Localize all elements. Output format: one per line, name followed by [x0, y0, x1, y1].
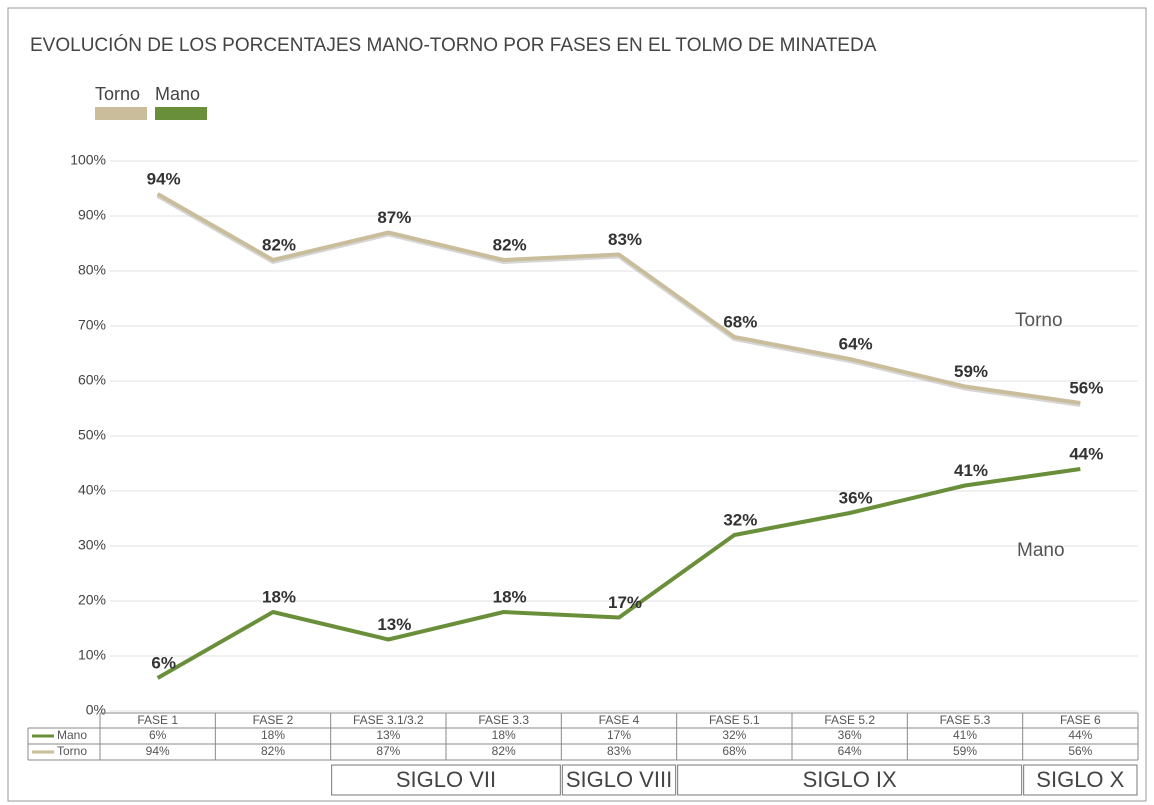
y-tick-label: 70% [78, 317, 106, 333]
x-tick-label: FASE 3.1/3.2 [353, 713, 424, 727]
data-label: 17% [608, 593, 642, 612]
frame [7, 7, 1147, 802]
y-tick-label: 30% [78, 537, 106, 553]
table-cell: 59% [953, 744, 977, 758]
data-label: 59% [954, 362, 988, 381]
data-label: 18% [262, 587, 296, 606]
data-label: 32% [723, 510, 757, 529]
period-box [331, 764, 561, 796]
series-line-shadow [156, 193, 1081, 407]
table-cell: 32% [722, 728, 746, 742]
x-tick-label: FASE 4 [599, 713, 640, 727]
y-tick-label: 100% [70, 152, 106, 168]
x-tick-label: FASE 5.3 [940, 713, 991, 727]
y-tick-label: 10% [78, 647, 106, 663]
x-tick-label: FASE 1 [137, 713, 178, 727]
x-tick-label: FASE 2 [253, 713, 294, 727]
period-label: SIGLO VII [396, 767, 496, 792]
legend-label: Mano [155, 84, 200, 104]
table-cell: 82% [492, 744, 516, 758]
y-tick-label: 0% [86, 702, 106, 718]
x-tick-label: FASE 6 [1060, 713, 1101, 727]
table-cell: 36% [838, 728, 862, 742]
data-label: 56% [1069, 378, 1103, 397]
y-tick-label: 20% [78, 592, 106, 608]
period-box [677, 764, 1023, 796]
table-cell: 41% [953, 728, 977, 742]
data-label: 68% [723, 312, 757, 331]
table-row-header: Mano [57, 728, 87, 742]
y-tick-label: 50% [78, 427, 106, 443]
y-tick-label: 40% [78, 482, 106, 498]
table-row-header: Torno [57, 744, 87, 758]
table-cell: 18% [261, 728, 285, 742]
data-label: 41% [954, 461, 988, 480]
data-label: 6% [151, 653, 176, 672]
period-label: SIGLO IX [803, 767, 897, 792]
data-label: 64% [839, 334, 873, 353]
legend-swatch [95, 107, 147, 120]
table-cell: 87% [376, 744, 400, 758]
x-tick-label: FASE 3.3 [478, 713, 529, 727]
period-box [1023, 764, 1138, 796]
data-label: 13% [377, 615, 411, 634]
data-label: 82% [262, 235, 296, 254]
y-tick-label: 90% [78, 207, 106, 223]
table-cell: 13% [376, 728, 400, 742]
annotation: Torno [1015, 310, 1063, 331]
data-label: 94% [147, 169, 181, 188]
series-line [156, 192, 1081, 405]
legend-swatch [155, 107, 207, 120]
period-label: SIGLO VIII [566, 767, 672, 792]
table-cell: 6% [149, 728, 167, 742]
data-label: 83% [608, 230, 642, 249]
x-tick-label: FASE 5.1 [709, 713, 760, 727]
data-label: 18% [493, 587, 527, 606]
table-cell: 83% [607, 744, 631, 758]
period-label: SIGLO X [1036, 767, 1124, 792]
data-label: 87% [377, 208, 411, 227]
table-cell: 64% [838, 744, 862, 758]
y-tick-label: 60% [78, 372, 106, 388]
annotation: Mano [1017, 540, 1065, 561]
table-cell: 44% [1068, 728, 1092, 742]
legend-label: Torno [95, 84, 140, 104]
chart-title: EVOLUCIÓN DE LOS PORCENTAJES MANO-TORNO … [30, 34, 877, 56]
table-cell: 94% [146, 744, 170, 758]
table-cell: 17% [607, 728, 631, 742]
data-label: 44% [1069, 444, 1103, 463]
table-cell: 18% [492, 728, 516, 742]
x-tick-label: FASE 5.2 [824, 713, 875, 727]
period-box [561, 764, 677, 796]
table-cell: 56% [1068, 744, 1092, 758]
data-label: 82% [493, 235, 527, 254]
table-cell: 68% [722, 744, 746, 758]
data-label: 36% [839, 488, 873, 507]
y-tick-label: 80% [78, 262, 106, 278]
table-cell: 82% [261, 744, 285, 758]
series-line [156, 467, 1081, 680]
